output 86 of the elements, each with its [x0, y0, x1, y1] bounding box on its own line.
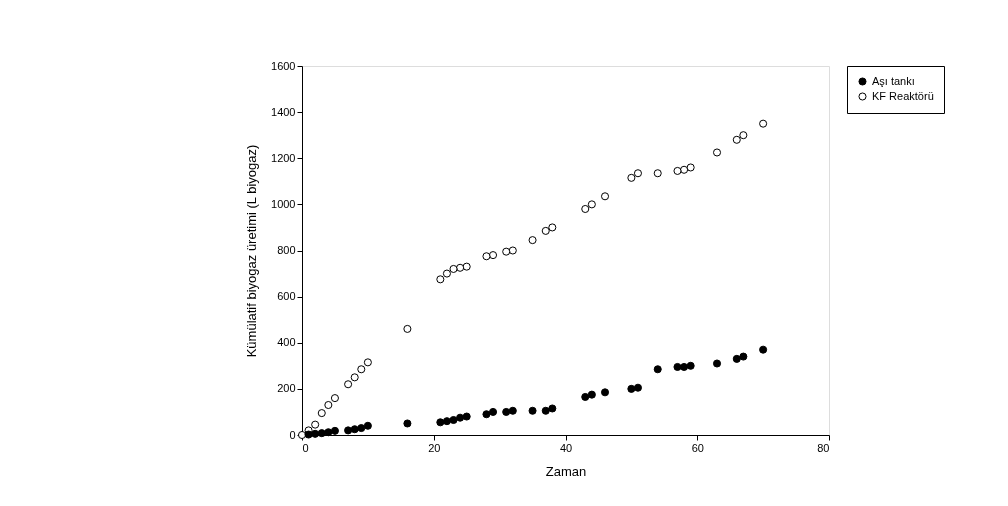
- point: [712, 359, 722, 368]
- point: [324, 400, 333, 410]
- point: [363, 358, 372, 367]
- point: [436, 418, 445, 427]
- point: [442, 269, 451, 278]
- point: [587, 200, 596, 209]
- point: [732, 354, 741, 363]
- point: [330, 394, 339, 403]
- point: [759, 119, 768, 128]
- point: [600, 388, 610, 397]
- point: [350, 373, 359, 382]
- y-tick-label: 400: [277, 336, 296, 349]
- x-tick-label: 20: [428, 441, 441, 454]
- point: [311, 429, 320, 438]
- point: [633, 383, 642, 392]
- point: [403, 324, 412, 333]
- point: [357, 365, 366, 374]
- point: [344, 380, 353, 389]
- point: [739, 352, 748, 361]
- x-tick-label: 0: [302, 441, 309, 454]
- x-tick-label: 40: [559, 441, 573, 454]
- point: [600, 192, 610, 201]
- y-tick-label: 1000: [271, 197, 296, 210]
- point: [587, 390, 596, 399]
- point: [462, 262, 471, 271]
- point: [311, 420, 320, 429]
- point: [548, 404, 557, 413]
- y-tick-label: 600: [277, 290, 296, 303]
- x-tick-label: 80: [817, 441, 830, 454]
- legend-label: Aşı tankı: [872, 74, 915, 87]
- point: [442, 417, 451, 426]
- point: [324, 428, 333, 437]
- point: [482, 252, 491, 261]
- point: [363, 421, 372, 430]
- point: [673, 166, 682, 175]
- point: [449, 415, 458, 425]
- legend-label: KF Reaktörü: [872, 89, 934, 102]
- point: [633, 169, 642, 178]
- point: [344, 426, 353, 435]
- point: [732, 135, 741, 144]
- y-tick-label: 200: [277, 382, 296, 395]
- point: [317, 429, 326, 438]
- point: [502, 247, 511, 256]
- point: [541, 406, 550, 415]
- x-axis-title: Zaman: [545, 463, 587, 479]
- point: [528, 406, 537, 415]
- point: [548, 223, 557, 232]
- point: [739, 131, 748, 140]
- point: [686, 163, 695, 172]
- point: [462, 412, 471, 421]
- point: [350, 425, 359, 434]
- point: [449, 264, 458, 273]
- y-tick-label: 800: [277, 244, 296, 256]
- point: [680, 362, 689, 371]
- point: [581, 204, 590, 214]
- y-tick-label: 1200: [271, 151, 296, 164]
- point: [456, 263, 465, 272]
- point: [541, 226, 550, 235]
- point: [436, 275, 445, 284]
- point: [482, 410, 491, 419]
- point: [456, 413, 465, 422]
- point: [403, 419, 412, 428]
- point: [508, 406, 517, 415]
- point: [686, 361, 695, 370]
- y-tick-label: 1400: [271, 105, 296, 118]
- point: [680, 165, 689, 174]
- point: [627, 173, 636, 182]
- point: [317, 409, 326, 418]
- point: [581, 392, 590, 401]
- point: [627, 384, 636, 393]
- point: [502, 407, 511, 416]
- point: [759, 345, 768, 354]
- point: [712, 148, 722, 157]
- point: [528, 236, 537, 245]
- y-tick-label: 0: [289, 428, 296, 441]
- point: [673, 362, 682, 371]
- point: [489, 251, 498, 260]
- y-tick-label: 1600: [271, 59, 296, 72]
- point: [653, 169, 662, 178]
- point: [357, 424, 366, 433]
- point: [330, 426, 339, 435]
- y-axis-title: Kümülatif biyogaz üretimi (L biyogaz): [244, 144, 260, 358]
- point: [489, 407, 498, 416]
- x-tick-label: 60: [691, 441, 704, 454]
- point: [653, 365, 662, 374]
- point: [508, 246, 517, 255]
